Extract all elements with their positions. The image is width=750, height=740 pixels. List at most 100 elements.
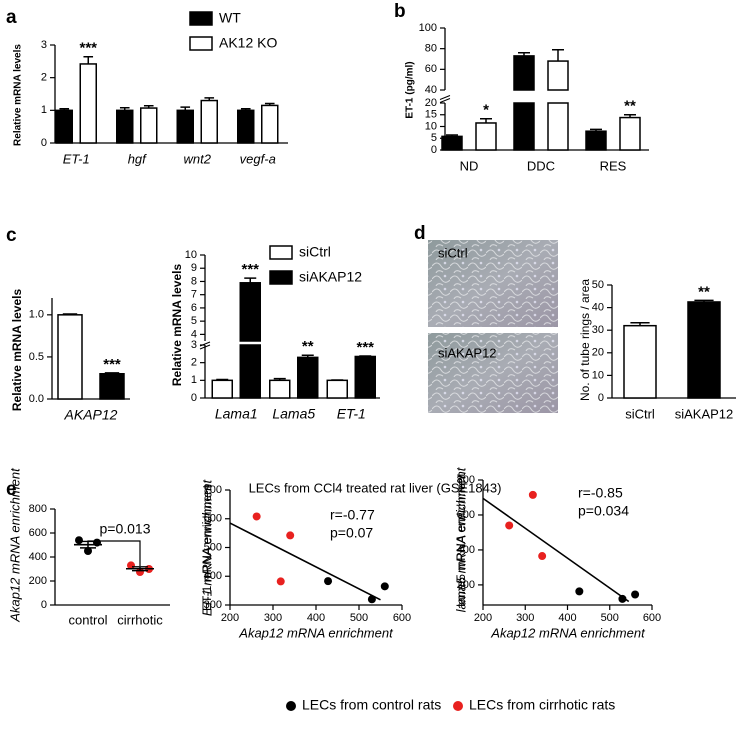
x-tick-label: 600 xyxy=(393,612,411,624)
significance: * xyxy=(483,102,489,119)
point xyxy=(631,590,640,599)
y-tick-label: 700 xyxy=(204,484,222,496)
bar xyxy=(547,60,569,91)
bar xyxy=(687,301,721,399)
micrograph-texture xyxy=(428,333,558,413)
bar xyxy=(79,63,97,144)
bar xyxy=(297,356,319,399)
error-bar xyxy=(216,378,229,381)
legend-swatch xyxy=(189,36,213,51)
error-bar xyxy=(552,48,564,62)
error-bar xyxy=(240,107,251,111)
y-axis-label: Akap12 mRNA enrichment xyxy=(7,467,22,623)
bar xyxy=(619,116,641,151)
bar xyxy=(547,102,569,151)
error-bar xyxy=(132,566,148,572)
y-tick-label: 1 xyxy=(41,104,47,116)
point xyxy=(538,552,547,561)
bar xyxy=(200,99,218,144)
annotation: p=0.013 xyxy=(100,521,151,537)
y-axis-label: lama5 mRNA enrichment xyxy=(454,473,468,607)
y-tick-label: 0 xyxy=(41,599,47,611)
y-tick-label: 2 xyxy=(191,357,197,369)
y-tick-label: 600 xyxy=(457,509,475,521)
y-tick-label: 0 xyxy=(431,144,437,156)
bracket xyxy=(87,540,141,566)
x-tick-label: 200 xyxy=(474,612,492,624)
axis-break xyxy=(199,341,211,350)
legend-swatch xyxy=(269,245,293,260)
y-tick-label: 0.5 xyxy=(29,351,44,363)
y-tick-label: 400 xyxy=(29,551,47,563)
y-axis-label: ET-1 (pg/ml) xyxy=(405,61,416,118)
y-tick-label: 30 xyxy=(592,324,604,336)
y-tick-label: 4 xyxy=(191,328,197,340)
y-tick-label: 1.0 xyxy=(29,309,44,321)
error-bar xyxy=(264,102,275,106)
trendline xyxy=(482,497,630,603)
x-tick-label: 500 xyxy=(601,612,619,624)
bar xyxy=(623,324,657,399)
y-tick-label: 10 xyxy=(185,249,197,261)
y-tick-label: 400 xyxy=(204,570,222,582)
legend-label: WT xyxy=(219,10,241,26)
bar xyxy=(211,379,233,399)
image-label: siCtrl xyxy=(438,245,468,260)
x-tick-label: wnt2 xyxy=(184,151,212,166)
panel-letter: b xyxy=(394,1,406,22)
legend-swatch xyxy=(189,11,213,26)
bar xyxy=(513,102,535,151)
annotation: p=0.07 xyxy=(330,525,373,541)
legend-label: siCtrl xyxy=(299,244,331,260)
x-tick-label: control xyxy=(68,612,107,627)
error-bar xyxy=(518,52,530,56)
micrograph-texture xyxy=(428,240,558,327)
y-tick-label: 0 xyxy=(191,392,197,404)
bar xyxy=(513,55,535,91)
point xyxy=(324,577,333,586)
bar xyxy=(326,379,348,399)
bar xyxy=(261,104,279,144)
bar xyxy=(475,122,497,151)
y-tick-label: 20 xyxy=(592,347,604,359)
y-tick-label: 20 xyxy=(425,97,437,109)
y-tick-label: 8 xyxy=(191,275,197,287)
image-label: siAKAP12 xyxy=(438,345,497,360)
y-tick-label: 2 xyxy=(41,72,47,84)
x-tick-label: Lama5 xyxy=(272,406,315,422)
annotation: p=0.034 xyxy=(578,503,629,519)
error-bar xyxy=(104,372,120,374)
bar xyxy=(57,314,83,400)
y-tick-label: 500 xyxy=(204,541,222,553)
legend-marker xyxy=(453,701,463,711)
y-tick-label: 100 xyxy=(419,22,437,34)
bar xyxy=(55,109,73,144)
x-tick-label: ET-1 xyxy=(337,406,366,422)
bar xyxy=(237,109,255,144)
x-axis-label: Akap12 mRNA enrichment xyxy=(238,625,394,640)
point xyxy=(380,582,389,591)
legend-marker xyxy=(286,701,296,711)
error-bar xyxy=(180,106,191,111)
y-tick-label: 600 xyxy=(204,513,222,525)
y-tick-label: 15 xyxy=(425,109,437,121)
x-tick-label: vegf-a xyxy=(240,151,276,166)
y-axis-label: ET-1 mRNA enrichment xyxy=(200,484,214,611)
y-axis-label: Relative mRNA levels xyxy=(13,44,24,146)
y-tick-label: 10 xyxy=(425,120,437,132)
figure-title: LECs from CCl4 treated rat liver (GSE184… xyxy=(249,480,502,495)
x-tick-label: 200 xyxy=(221,612,239,624)
x-tick-label: 500 xyxy=(350,612,368,624)
annotation: r=-0.77 xyxy=(330,507,375,523)
y-axis-label: Relative mRNA levels xyxy=(10,289,24,412)
point xyxy=(575,587,584,596)
x-tick-label: 400 xyxy=(558,612,576,624)
y-tick-label: 6 xyxy=(191,302,197,314)
y-tick-label: 5 xyxy=(431,132,437,144)
significance: *** xyxy=(356,339,374,356)
x-tick-label: AKAP12 xyxy=(64,407,118,423)
y-tick-label: 10 xyxy=(592,369,604,381)
y-tick-label: 80 xyxy=(425,43,437,55)
bar xyxy=(354,355,376,399)
